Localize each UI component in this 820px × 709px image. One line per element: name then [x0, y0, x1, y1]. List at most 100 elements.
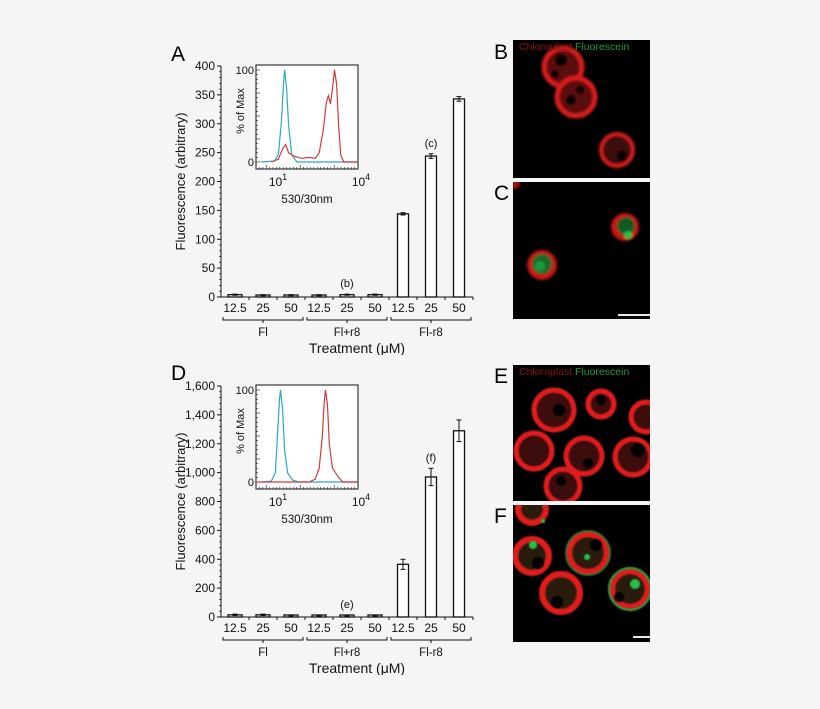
- bars: (b) (c): [227, 96, 466, 298]
- y-tick-label: 200: [195, 175, 215, 189]
- y-tick-label: 600: [195, 523, 215, 537]
- cells-image-c: [513, 182, 639, 280]
- histogram-curve-treated: [271, 69, 358, 163]
- significance-annotation: (b): [340, 278, 353, 290]
- y-axis-label: Fluorescence (arbitrary): [173, 113, 188, 251]
- y-tick-label: 400: [195, 552, 215, 566]
- inset-y-label: % of Max: [235, 88, 247, 134]
- y-tick-label: 1,400: [185, 408, 215, 422]
- cells-image-b: [541, 45, 635, 168]
- bar: [396, 563, 410, 618]
- x-tick-label: 25: [256, 621, 270, 635]
- y-tick-label: 50: [202, 261, 216, 275]
- y-tick-label: 300: [195, 117, 215, 131]
- inset-y-label: % of Max: [235, 408, 247, 454]
- y-tick-label: 0: [208, 290, 215, 304]
- x-tick-label: 50: [284, 301, 298, 315]
- x-tick-label: 25: [340, 301, 354, 315]
- inset-histogram: 100 0 101 104 530/30nm % of Max: [235, 384, 370, 526]
- channel-legend-e: Chloroplast Fluorescein: [519, 366, 629, 378]
- inset-x-tick: 101: [269, 172, 287, 189]
- channel-legend-b: Chloroplast Fluorescein: [519, 41, 629, 53]
- inset-x-label: 530/30nm: [281, 514, 332, 526]
- bar: [424, 476, 438, 618]
- scale-bar-c: [618, 314, 650, 316]
- x-tick-label: 25: [424, 621, 438, 635]
- bars: (e) (f): [227, 419, 466, 618]
- x-tick-label: 12.5: [223, 621, 247, 635]
- inset-x-label: 530/30nm: [281, 194, 332, 206]
- inset-y-tick: 100: [236, 65, 254, 77]
- micrograph-f-treated: [513, 505, 650, 642]
- x-tick-label: 50: [452, 301, 466, 315]
- y-axis-label: Fluorescence (arbitrary): [173, 433, 188, 571]
- micrograph-b-control: Chloroplast Fluorescein: [513, 40, 650, 178]
- x-tick-label: 25: [340, 621, 354, 635]
- group-label: Fl: [258, 647, 268, 659]
- x-tick-label: 12.5: [391, 621, 415, 635]
- legend-chloroplast: Chloroplast: [519, 366, 573, 378]
- x-tick-label: 12.5: [307, 621, 331, 635]
- panel-letter-d: D: [171, 362, 187, 385]
- inset-histogram: 100 0 101 104 530/30nm % of Max: [235, 64, 370, 206]
- y-tick-label: 0: [208, 610, 215, 624]
- micrograph-e-control: Chloroplast Fluorescein: [513, 365, 650, 501]
- significance-annotation: (c): [425, 138, 438, 150]
- group-label: Fl+r8: [334, 647, 361, 659]
- histogram-curve-treated: [256, 389, 358, 483]
- histogram-curve-control: [261, 69, 358, 163]
- x-tick-label: 12.5: [223, 301, 247, 315]
- x-tick-label: 12.5: [391, 301, 415, 315]
- histogram-curve-control: [261, 389, 358, 483]
- x-axis-label: Treatment (μM): [309, 340, 405, 355]
- legend-chloroplast: Chloroplast: [519, 41, 573, 53]
- panel-letter-f: F: [494, 505, 507, 528]
- y-tick-label: 350: [195, 88, 215, 102]
- y-tick-label: 400: [195, 59, 215, 73]
- y-tick-label: 100: [195, 232, 215, 246]
- inset-y-tick: 100: [236, 385, 254, 397]
- group-label: Fl: [258, 327, 268, 339]
- y-tick-label: 1,600: [185, 379, 215, 393]
- y-tick-label: 150: [195, 203, 215, 217]
- panel-letter-e: E: [494, 365, 509, 388]
- inset-y-tick: 0: [248, 477, 254, 489]
- x-tick-label: 12.5: [307, 301, 331, 315]
- bar-chart-d: 0 200 400 600 800 1,000 1,200 1,400 1,600 Fluores…: [173, 379, 474, 675]
- x-tick-label: 50: [368, 301, 382, 315]
- y-tick-label: 800: [195, 495, 215, 509]
- x-tick-label: 50: [452, 621, 466, 635]
- x-tick-label: 50: [368, 621, 382, 635]
- inset-x-tick: 104: [352, 492, 370, 509]
- inset-x-tick: 101: [269, 492, 287, 509]
- x-tick-label: 25: [424, 301, 438, 315]
- panel-letter-a: A: [171, 43, 186, 66]
- group-label: Fl+r8: [334, 327, 361, 339]
- bar: [424, 155, 438, 298]
- x-axis-label: Treatment (μM): [309, 660, 405, 675]
- inset-y-tick: 0: [248, 157, 254, 169]
- legend-fluorescein: Fluorescein: [575, 366, 630, 378]
- x-tick-label: 25: [256, 301, 270, 315]
- scale-bar-f: [633, 636, 650, 638]
- y-tick-label: 200: [195, 581, 215, 595]
- group-label: Fl-r8: [419, 647, 443, 659]
- significance-annotation: (f): [426, 452, 436, 464]
- cells-image-e: [513, 387, 650, 501]
- cells-image-f: [513, 505, 650, 615]
- inset-x-tick: 104: [352, 172, 370, 189]
- micrograph-c-treated: [513, 182, 650, 319]
- y-tick-label: 1,000: [185, 466, 215, 480]
- x-tick-label: 50: [284, 621, 298, 635]
- significance-annotation: (e): [340, 599, 353, 611]
- panel-letter-c: C: [494, 182, 510, 205]
- bar: [452, 98, 466, 298]
- panel-letter-b: B: [494, 41, 509, 64]
- y-tick-label: 1,200: [185, 437, 215, 451]
- legend-fluorescein: Fluorescein: [575, 41, 630, 53]
- bar: [452, 430, 466, 618]
- bar: [396, 213, 410, 298]
- group-label: Fl-r8: [419, 327, 443, 339]
